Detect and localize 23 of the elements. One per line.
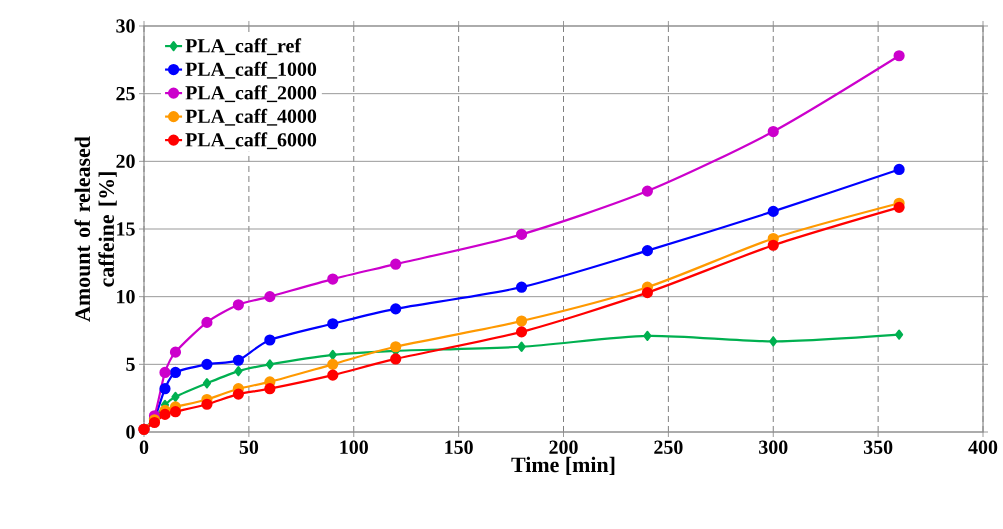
legend-label: PLA_caff_1000: [185, 61, 317, 79]
x-tick-label: 200: [549, 440, 578, 454]
y-tick-label: 20: [116, 154, 135, 169]
legend-label: PLA_caff_ref: [185, 38, 302, 56]
x-tick-label: 400: [968, 440, 998, 454]
x-axis-title: Time [min]: [511, 456, 615, 475]
legend-label: PLA_caff_4000: [185, 108, 317, 126]
y-tick-label: 25: [116, 86, 135, 101]
x-tick-label: 300: [759, 440, 788, 454]
y-tick-label: 10: [117, 289, 135, 304]
y-tick-label: 15: [117, 222, 135, 236]
x-tick-label: 0: [139, 440, 149, 454]
x-tick-label: 100: [340, 440, 368, 454]
legend-label: PLA_caff_2000: [185, 85, 317, 103]
legend-label: PLA_caff_6000: [185, 132, 317, 150]
x-tick-label: 50: [239, 440, 259, 454]
x-tick-label: 250: [654, 440, 683, 454]
y-tick-label: 5: [126, 357, 135, 371]
y-tick-label: 30: [116, 19, 135, 33]
y-tick-label: 0: [126, 425, 135, 439]
x-tick-label: 350: [863, 440, 893, 454]
y-axis-title: Amount of released caffeine [%]: [74, 136, 117, 322]
x-tick-label: 150: [445, 440, 473, 454]
